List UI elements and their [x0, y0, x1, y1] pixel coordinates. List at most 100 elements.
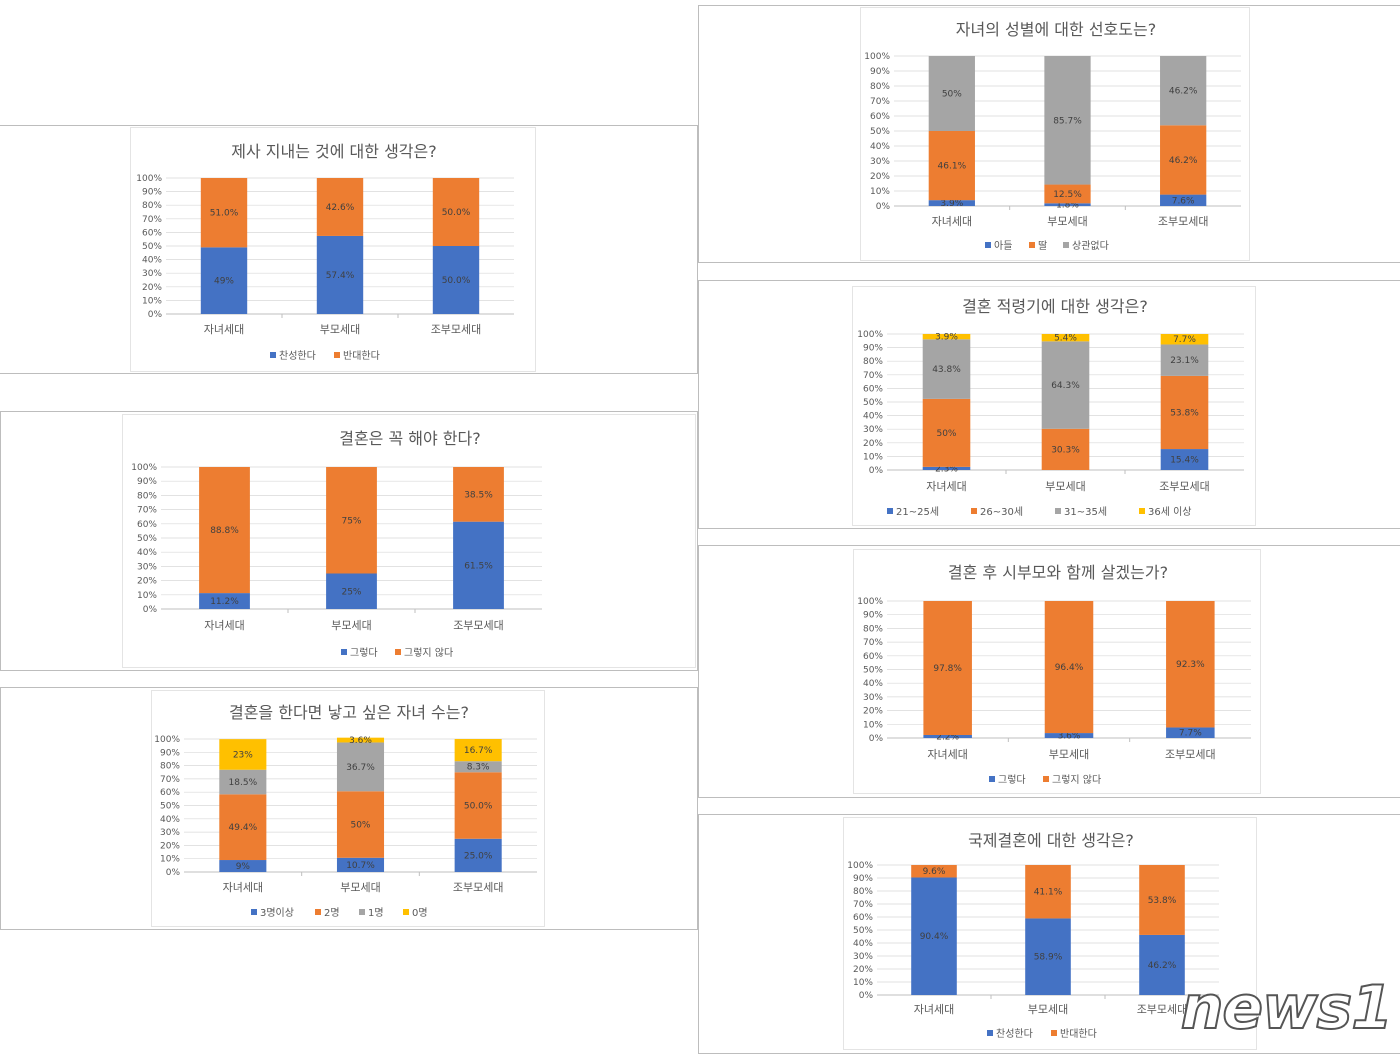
- legend-swatch: [1139, 508, 1145, 514]
- x-category-label: 부모세대: [1028, 1003, 1068, 1016]
- y-tick-label: 50%: [160, 802, 180, 812]
- data-label: 2.2%: [936, 732, 959, 742]
- y-tick-label: 50%: [142, 242, 162, 252]
- data-label: 16.7%: [464, 746, 493, 756]
- y-tick-label: 40%: [863, 679, 883, 689]
- y-tick-label: 0%: [859, 991, 874, 1001]
- y-tick-label: 100%: [847, 861, 873, 871]
- data-label: 18.5%: [229, 778, 258, 788]
- bar-segment-자녀세대-찬성한다: [200, 247, 248, 314]
- bar-segment-자녀세대-그렇지 않다: [923, 601, 972, 735]
- chart-svg: 결혼을 한다면 낳고 싶은 자녀 수는? 0% 10% 20% 30% 40% 50% 60%…: [154, 703, 537, 919]
- y-tick-label: 30%: [137, 562, 157, 572]
- y-tick-label: 50%: [863, 666, 883, 676]
- data-label: 85.7%: [1053, 116, 1082, 126]
- x-category-label: 자녀세대: [204, 619, 244, 632]
- bar-segment-부모세대-0명: [336, 737, 385, 743]
- data-label: 15.4%: [1170, 456, 1199, 466]
- y-tick-label: 60%: [863, 652, 883, 662]
- data-label: 12.5%: [1053, 190, 1082, 200]
- chart-age: 결혼 적령기에 대한 생각은? 0% 10% 20% 30% 40% 50% 60% 70% 80…: [852, 286, 1256, 526]
- bar-segment-부모세대-그렇지 않다: [1044, 601, 1094, 734]
- data-label: 7.7%: [1179, 729, 1202, 739]
- data-label: 8.3%: [467, 763, 490, 773]
- data-label: 50.0%: [442, 208, 471, 218]
- data-label: 64.3%: [1051, 381, 1080, 391]
- bar-segment-자녀세대-아들: [928, 200, 975, 206]
- y-tick-label: 40%: [160, 815, 180, 825]
- y-tick-label: 10%: [870, 187, 890, 197]
- chart-gender: 자녀의 성별에 대한 선호도는? 0% 10% 20% 30% 40% 50% 60% 70% 8…: [860, 7, 1250, 261]
- y-tick-label: 10%: [853, 978, 873, 988]
- data-label: 50.0%: [464, 802, 493, 812]
- data-label: 50%: [942, 90, 962, 100]
- legend-swatch: [989, 776, 995, 782]
- y-tick-label: 80%: [870, 82, 890, 92]
- legend-swatch: [887, 508, 893, 514]
- bar-segment-조부모세대-21~25세: [1160, 449, 1209, 470]
- legend-swatch: [315, 909, 321, 915]
- data-label: 3.6%: [349, 736, 372, 746]
- bar-segment-부모세대-그렇다: [1044, 733, 1094, 738]
- legend-label: 21~25세: [896, 506, 939, 518]
- y-tick-label: 10%: [142, 296, 162, 306]
- x-category-label: 자녀세대: [204, 323, 244, 336]
- legend-swatch: [341, 649, 347, 655]
- y-tick-label: 70%: [870, 97, 890, 107]
- y-tick-label: 100%: [864, 52, 890, 62]
- bar-segment-자녀세대-그렇다: [199, 593, 250, 609]
- y-tick-label: 90%: [137, 477, 157, 487]
- bar-segment-부모세대-1명: [336, 742, 385, 792]
- bar-segment-부모세대-반대한다: [316, 178, 364, 236]
- y-tick-label: 20%: [853, 965, 873, 975]
- data-label: 50.0%: [442, 276, 471, 286]
- bar-segment-부모세대-3명이상: [336, 857, 385, 872]
- bar-segment-조부모세대-딸: [1160, 125, 1207, 195]
- y-tick-label: 40%: [137, 548, 157, 558]
- data-label: 50%: [936, 429, 956, 439]
- y-tick-label: 80%: [863, 624, 883, 634]
- y-tick-label: 30%: [863, 425, 883, 435]
- y-tick-label: 100%: [154, 735, 180, 745]
- x-category-label: 부모세대: [1047, 215, 1087, 228]
- bar-segment-부모세대-31~35세: [1041, 341, 1090, 429]
- y-tick-label: 40%: [142, 256, 162, 266]
- data-label: 51.0%: [210, 209, 239, 219]
- data-label: 30.3%: [1051, 445, 1080, 455]
- x-category-label: 조부모세대: [453, 619, 504, 632]
- data-label: 5.4%: [1054, 334, 1077, 344]
- y-tick-label: 70%: [853, 900, 873, 910]
- bar-segment-조부모세대-그렇지 않다: [453, 467, 504, 522]
- bar-segment-부모세대-아들: [1044, 203, 1091, 206]
- y-tick-label: 10%: [137, 591, 157, 601]
- data-label: 3.6%: [1058, 732, 1081, 742]
- y-tick-label: 70%: [160, 775, 180, 785]
- data-label: 75%: [341, 516, 361, 526]
- legend-swatch: [395, 649, 401, 655]
- y-tick-label: 40%: [870, 142, 890, 152]
- chart-svg: 제사 지내는 것에 대한 생각은? 0% 10% 20% 30% 40% 50% 60% 70%…: [136, 142, 514, 362]
- data-label: 46.2%: [1169, 87, 1198, 97]
- y-tick-label: 60%: [160, 788, 180, 798]
- chart-title: 국제결혼에 대한 생각은?: [968, 831, 1134, 850]
- data-label: 7.6%: [1172, 196, 1195, 206]
- data-label: 11.2%: [210, 597, 239, 607]
- data-label: 58.9%: [1034, 953, 1063, 963]
- chart-title: 제사 지내는 것에 대한 생각은?: [231, 142, 436, 161]
- chart-marriage: 결혼은 꼭 해야 한다? 0% 10% 20% 30% 40% 50% 60% 70% 80% 90…: [122, 414, 696, 668]
- news1-watermark-text: news1: [1180, 972, 1394, 1044]
- legend-label: 반대한다: [343, 350, 380, 362]
- data-label: 10.7%: [346, 861, 375, 871]
- data-label: 43.8%: [932, 365, 961, 375]
- legend-swatch: [985, 242, 991, 248]
- bar-segment-자녀세대-그렇지 않다: [199, 467, 250, 594]
- legend-swatch: [1029, 242, 1035, 248]
- y-tick-label: 20%: [142, 283, 162, 293]
- data-label: 96.4%: [1055, 663, 1084, 673]
- y-tick-label: 30%: [870, 157, 890, 167]
- bar-segment-자녀세대-반대한다: [200, 178, 248, 248]
- y-tick-label: 50%: [137, 534, 157, 544]
- y-tick-label: 20%: [870, 172, 890, 182]
- data-label: 46.2%: [1169, 156, 1198, 166]
- y-tick-label: 80%: [863, 357, 883, 367]
